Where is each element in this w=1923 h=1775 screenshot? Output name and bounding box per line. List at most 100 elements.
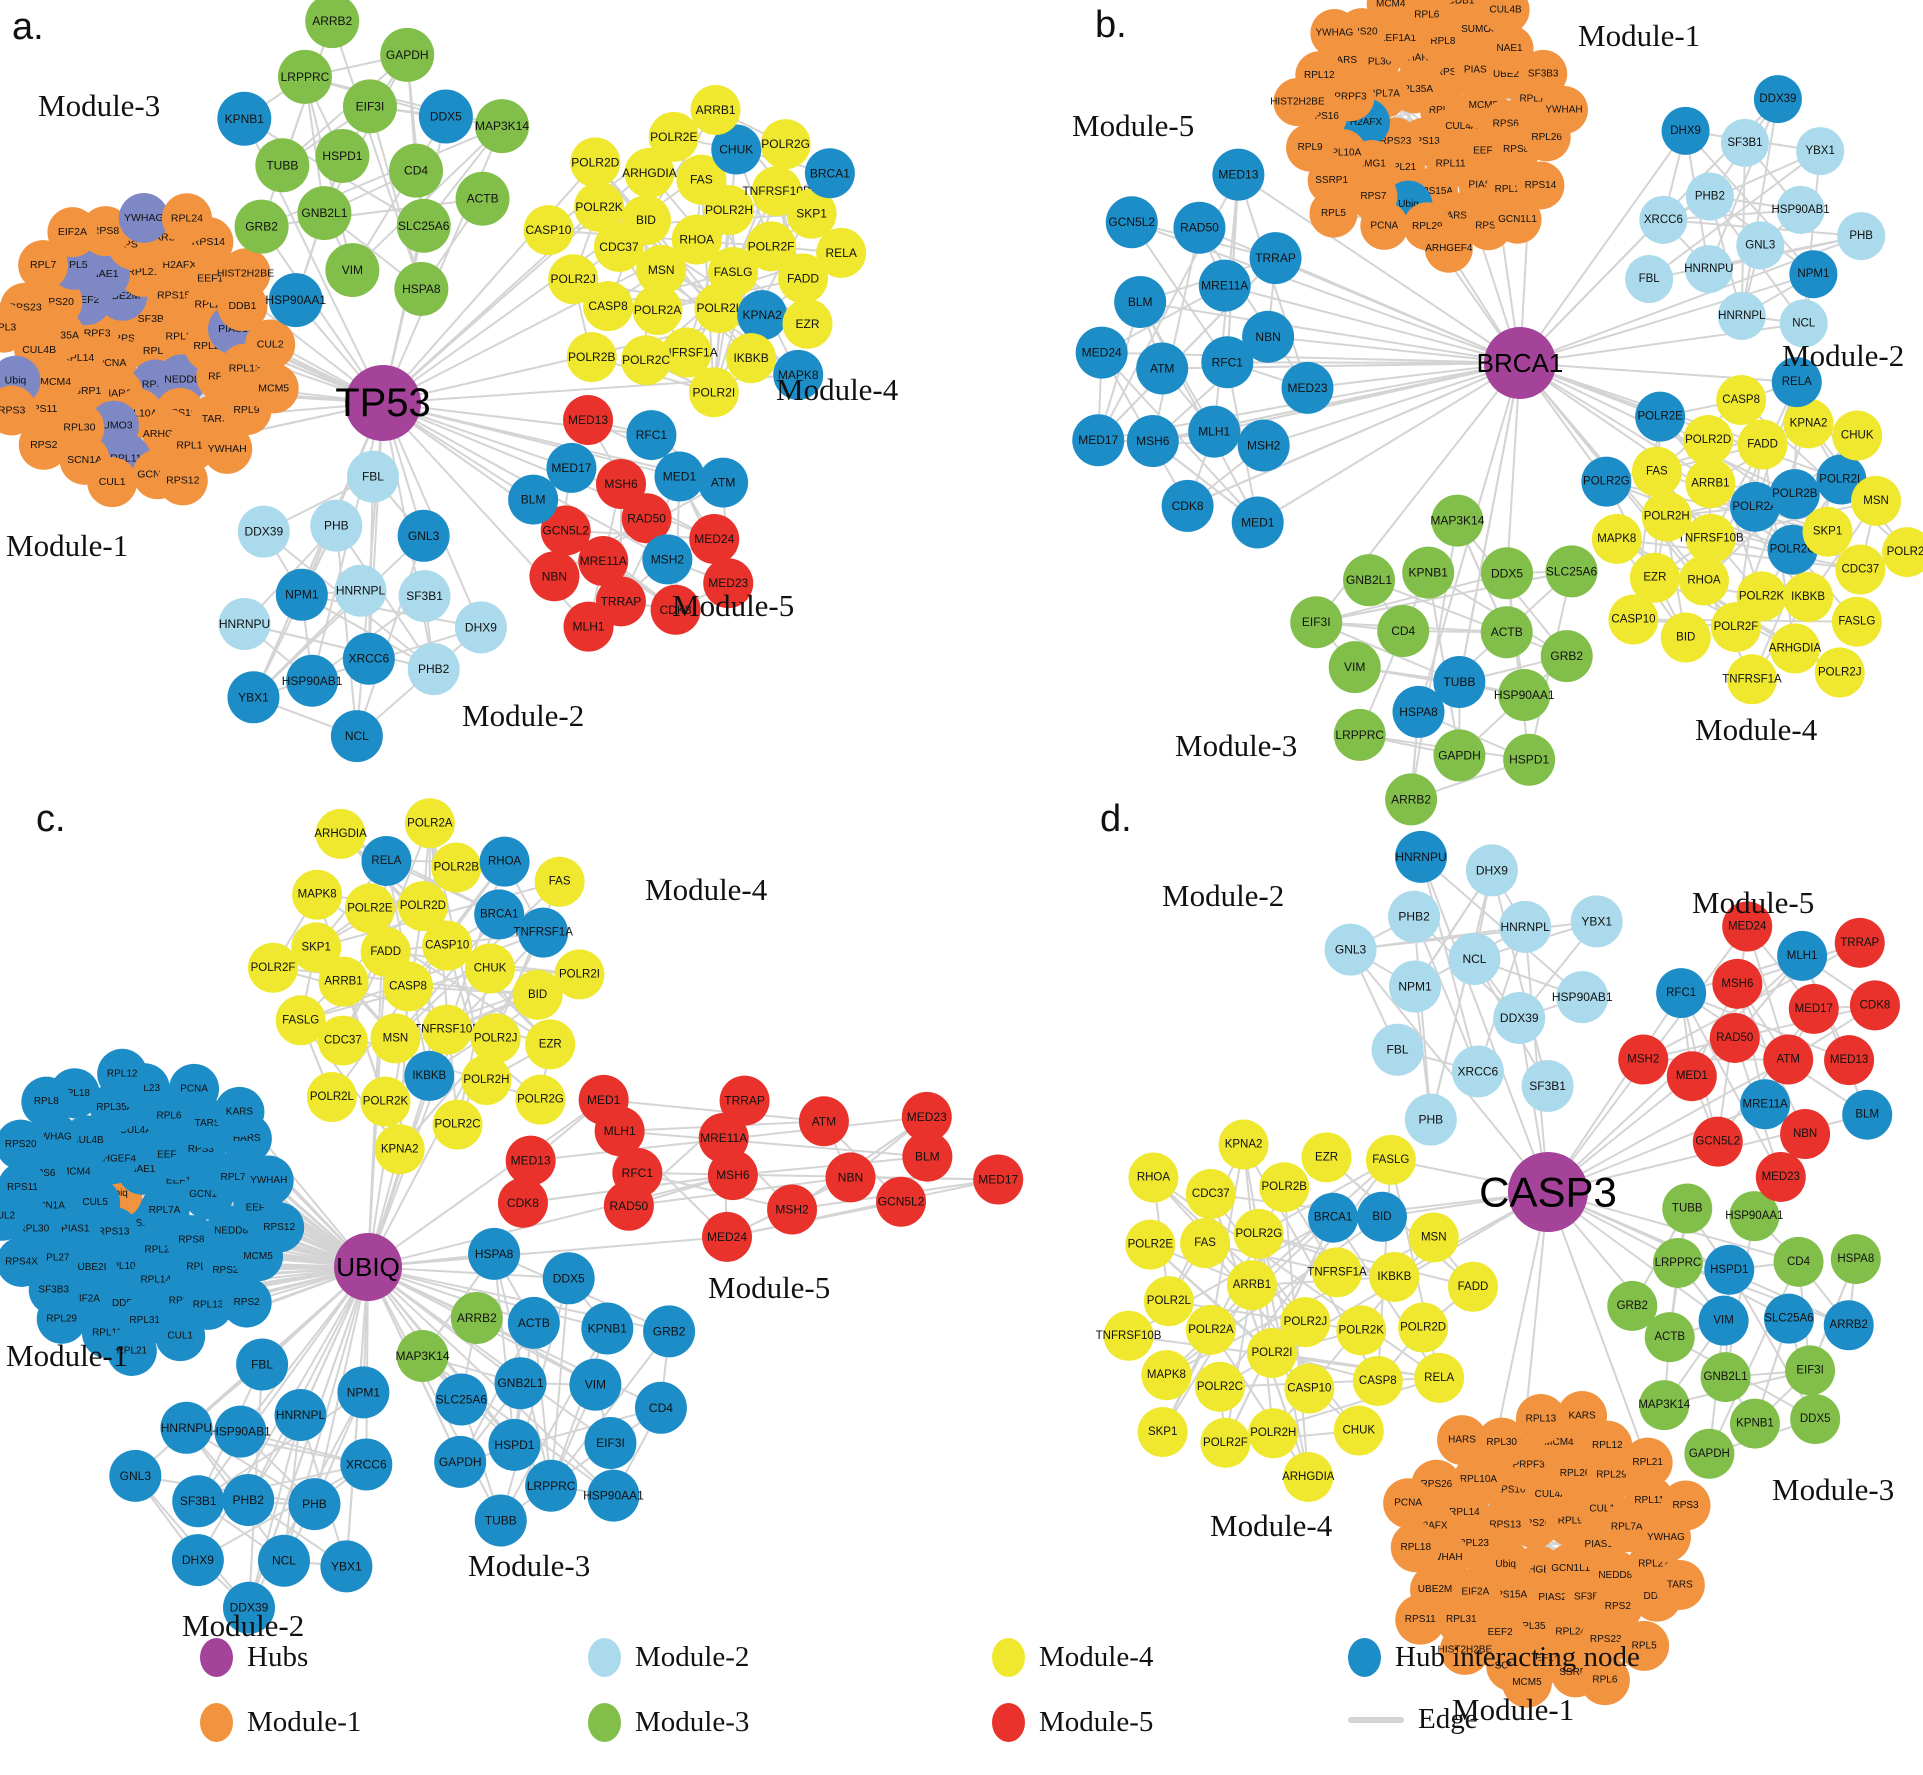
node-POLR2K[interactable] — [1336, 1305, 1387, 1356]
node-SF3B3[interactable] — [1519, 49, 1568, 98]
node-TUBB[interactable] — [474, 1494, 527, 1547]
node-POLR2E[interactable] — [344, 883, 395, 934]
node-MED13[interactable] — [505, 1135, 556, 1186]
node-SLC25A6[interactable] — [1545, 545, 1598, 598]
node-EIF2A[interactable] — [47, 207, 98, 258]
node-NPM1[interactable] — [275, 568, 328, 621]
node-GAPDH[interactable] — [434, 1435, 487, 1488]
node-CUL2[interactable] — [245, 319, 296, 370]
node-RPS2[interactable] — [221, 1277, 272, 1328]
node-FADD[interactable] — [360, 926, 411, 977]
node-EZR[interactable] — [1629, 552, 1680, 603]
node-CD4[interactable] — [1377, 605, 1430, 658]
node-POLR2G[interactable] — [1233, 1208, 1284, 1259]
node-MLH1[interactable] — [1777, 930, 1828, 981]
node-POLR2A[interactable] — [404, 798, 455, 849]
node-RPL24[interactable] — [161, 193, 212, 244]
node-RAD50[interactable] — [603, 1180, 654, 1231]
node-POLR2B[interactable] — [1769, 469, 1820, 520]
node-CUL1[interactable] — [87, 457, 138, 508]
node-SKP1[interactable] — [291, 922, 342, 973]
node-MRE11A[interactable] — [1198, 259, 1251, 312]
node-GNL3[interactable] — [397, 509, 450, 562]
node-CHUK[interactable] — [1832, 410, 1883, 461]
node-POLR2H[interactable] — [1248, 1408, 1299, 1459]
node-CDK8[interactable] — [1849, 980, 1900, 1031]
node-GNL3[interactable] — [109, 1449, 162, 1502]
node-RHOA[interactable] — [1128, 1152, 1179, 1203]
node-FADD[interactable] — [1737, 419, 1788, 470]
node-ARRB1[interactable] — [690, 84, 741, 135]
hub-BRCA1[interactable] — [1484, 327, 1556, 399]
node-MED24[interactable] — [1722, 901, 1773, 952]
node-YWHAG[interactable] — [1310, 9, 1359, 58]
node-HNRNPL[interactable] — [1717, 291, 1766, 340]
node-EIF3I[interactable] — [584, 1417, 637, 1470]
node-MAP3K14[interactable] — [1431, 494, 1484, 547]
node-POLR2F[interactable] — [1710, 602, 1761, 653]
node-MSH2[interactable] — [642, 534, 693, 585]
node-POLR2H[interactable] — [1641, 491, 1692, 542]
node-MAP3K14[interactable] — [1639, 1380, 1690, 1431]
node-GNL3[interactable] — [1736, 221, 1785, 270]
node-CUL4B[interactable] — [1481, 0, 1530, 34]
node-YWHAH[interactable] — [243, 1155, 294, 1206]
node-SLC25A6[interactable] — [435, 1373, 488, 1426]
node-DDB1[interactable] — [1437, 0, 1486, 26]
node-POLR2J[interactable] — [1280, 1297, 1331, 1348]
node-POLR2G[interactable] — [1581, 456, 1632, 507]
node-SKP1[interactable] — [786, 188, 837, 239]
node-POLR2H[interactable] — [461, 1054, 512, 1105]
node-POLR2G[interactable] — [760, 119, 811, 170]
node-SLC25A6[interactable] — [1763, 1293, 1814, 1344]
node-TARS[interactable] — [1654, 1559, 1705, 1610]
node-POLR2A[interactable] — [1730, 481, 1781, 532]
node-ARHGDIA[interactable] — [624, 147, 675, 198]
node-HSP90AA1[interactable] — [1498, 669, 1551, 722]
node-MAP3K14[interactable] — [475, 99, 530, 154]
node-HSPA8[interactable] — [1392, 685, 1445, 738]
node-POLR2F[interactable] — [746, 221, 797, 272]
node-TNFRSF1A[interactable] — [518, 907, 569, 958]
node-HSP90AA1[interactable] — [587, 1469, 640, 1522]
node-MCM5[interactable] — [248, 363, 299, 414]
node-TUBB[interactable] — [1662, 1183, 1713, 1234]
node-GRB2[interactable] — [234, 199, 289, 254]
node-HIST2H2BE[interactable] — [220, 248, 271, 299]
node-TNFRSF10B[interactable] — [422, 1004, 473, 1055]
node-HSP90AB1[interactable] — [1776, 185, 1825, 234]
node-PCNA[interactable] — [1360, 201, 1409, 250]
node-RELA[interactable] — [816, 227, 867, 278]
node-ACTB[interactable] — [455, 171, 510, 226]
node-SF3B1[interactable] — [172, 1475, 225, 1528]
node-POLR2I[interactable] — [1882, 527, 1923, 578]
node-MSH6[interactable] — [596, 458, 647, 509]
node-ARRB1[interactable] — [1226, 1260, 1277, 1311]
node-YBX1[interactable] — [227, 671, 280, 724]
node-TRRAP[interactable] — [719, 1075, 770, 1126]
node-MED1[interactable] — [1666, 1051, 1717, 1102]
node-FAS[interactable] — [676, 154, 727, 205]
node-VIM[interactable] — [569, 1358, 622, 1411]
node-FADD[interactable] — [778, 253, 829, 304]
node-GAPDH[interactable] — [1684, 1428, 1735, 1479]
node-KPNB1[interactable] — [581, 1302, 634, 1355]
node-MED1[interactable] — [1231, 496, 1284, 549]
node-TUBB[interactable] — [255, 138, 310, 193]
node-MAP3K14[interactable] — [396, 1329, 449, 1382]
node-FASLG[interactable] — [1831, 596, 1882, 647]
node-ARRB2[interactable] — [1823, 1300, 1874, 1351]
node-SF3B1[interactable] — [398, 570, 451, 623]
node-CUL2[interactable] — [0, 1190, 28, 1241]
node-NPM1[interactable] — [1789, 250, 1838, 299]
node-MLH1[interactable] — [563, 601, 614, 652]
node-GNB2L1[interactable] — [297, 186, 352, 241]
node-DDX5[interactable] — [542, 1252, 595, 1305]
node-KPNA2[interactable] — [374, 1124, 425, 1175]
hub-UBIQ[interactable] — [334, 1233, 402, 1301]
node-RHOA[interactable] — [479, 836, 530, 887]
node-MLH1[interactable] — [1188, 405, 1241, 458]
node-LRPPRC[interactable] — [1333, 708, 1386, 761]
node-GCN5L2[interactable] — [1692, 1116, 1743, 1167]
node-PHB2[interactable] — [407, 643, 460, 696]
